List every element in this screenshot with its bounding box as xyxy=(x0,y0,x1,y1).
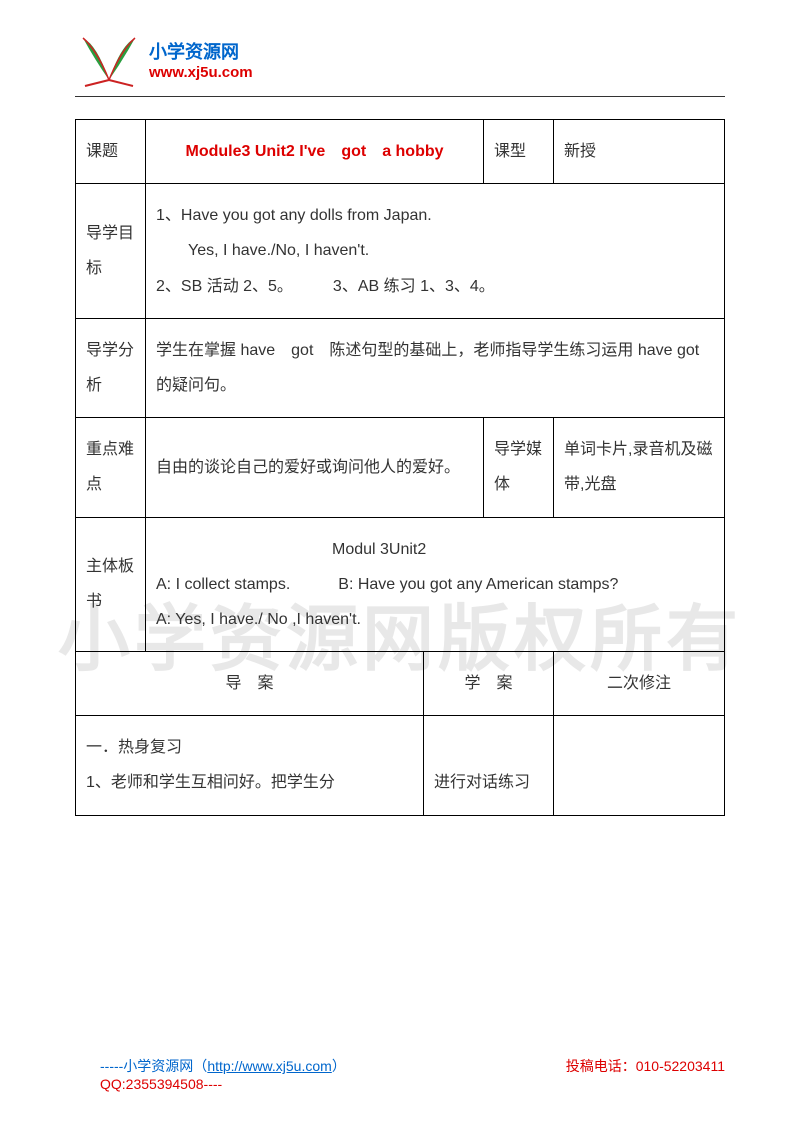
footer-prefix: -----小学资源网（ xyxy=(100,1058,207,1074)
keypoint-content: 自由的谈论自己的爱好或询问他人的爱好。 xyxy=(146,418,484,517)
col-header-study: 学 案 xyxy=(424,652,554,716)
analysis-content: 学生在掌握 have got 陈述句型的基础上，老师指导学生练习运用 have … xyxy=(146,318,725,417)
col-header-notes: 二次修注 xyxy=(554,652,725,716)
footer: -----小学资源网（http://www.xj5u.com） 投稿电话：010… xyxy=(100,1056,725,1092)
logo-url: www.xj5u.com xyxy=(149,64,253,81)
page: 小学资源网 www.xj5u.com 课题 Module3 Unit2 I've… xyxy=(0,0,800,816)
label-board: 主体板书 xyxy=(76,517,146,652)
board-content: Modul 3Unit2 A: I collect stamps. B: Hav… xyxy=(146,517,725,652)
label-topic: 课题 xyxy=(76,120,146,184)
lesson-title: Module3 Unit2 I've got a hobby xyxy=(146,120,484,184)
footer-qq: QQ:2355394508---- xyxy=(100,1076,725,1092)
header: 小学资源网 www.xj5u.com xyxy=(75,30,725,88)
label-analysis: 导学分析 xyxy=(76,318,146,417)
logo-icon xyxy=(75,30,143,88)
goal-content: 1、Have you got any dolls from Japan. Yes… xyxy=(146,184,725,319)
footer-tel: 投稿电话：010-52203411 xyxy=(566,1056,725,1076)
lesson-plan-table: 课题 Module3 Unit2 I've got a hobby 课型 新授 … xyxy=(75,119,725,816)
col-header-guide: 导 案 xyxy=(76,652,424,716)
study-content: 进行对话练习 xyxy=(424,716,554,815)
footer-suffix: ） xyxy=(332,1058,346,1074)
footer-link[interactable]: http://www.xj5u.com xyxy=(207,1058,332,1074)
guide-content: 一．热身复习 1、老师和学生互相问好。把学生分 xyxy=(76,716,424,815)
label-class-type: 课型 xyxy=(484,120,554,184)
header-divider xyxy=(75,96,725,97)
label-goal: 导学目标 xyxy=(76,184,146,319)
notes-content xyxy=(554,716,725,815)
label-keypoint: 重点难点 xyxy=(76,418,146,517)
media-content: 单词卡片,录音机及磁带,光盘 xyxy=(554,418,725,517)
class-type-value: 新授 xyxy=(554,120,725,184)
logo-title: 小学资源网 xyxy=(149,38,253,64)
label-media: 导学媒体 xyxy=(484,418,554,517)
